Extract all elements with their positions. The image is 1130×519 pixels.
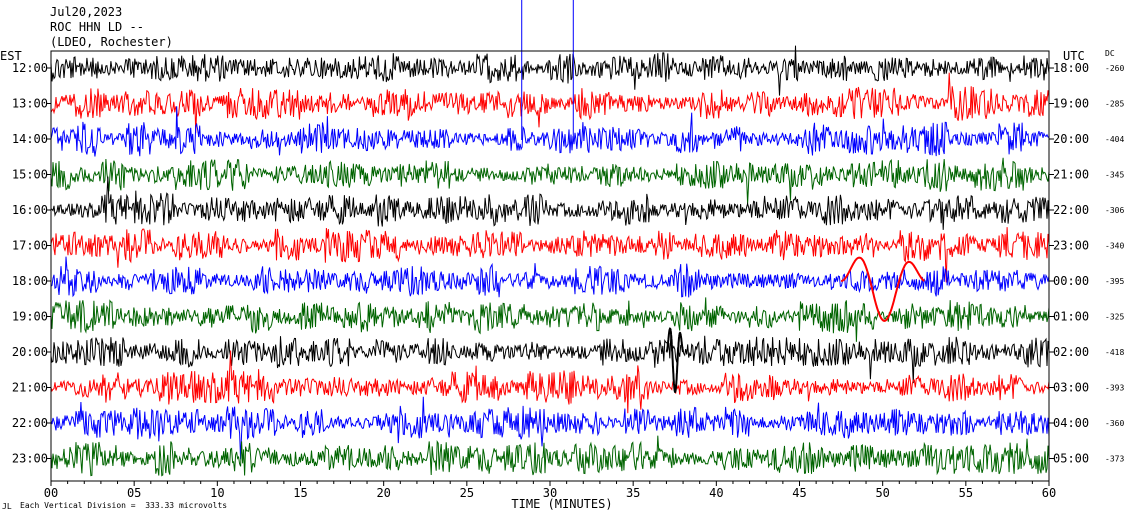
dc-offset-label: -418	[1105, 348, 1124, 357]
seismic-trace-10	[50, 396, 1050, 460]
seismic-trace-4	[50, 176, 1050, 230]
dc-axis-label: DC	[1105, 49, 1115, 58]
x-tick-label: 00	[44, 486, 58, 500]
dc-offset-label: -285	[1105, 100, 1124, 109]
utc-axis-label: UTC	[1063, 49, 1085, 63]
label-layer: 12:00 18:00 -260 13:00 19:00 -285 14:00 20:00 -4…	[0, 49, 1124, 511]
utc-tick-label: 22:00	[1053, 203, 1089, 217]
est-tick-label: 21:00	[12, 381, 48, 395]
x-axis-title: TIME (MINUTES)	[511, 497, 612, 511]
x-tick-label: 45	[792, 486, 806, 500]
utc-tick-label: 05:00	[1053, 452, 1089, 466]
est-tick-label: 14:00	[12, 132, 48, 146]
utc-tick-label: 00:00	[1053, 274, 1089, 288]
dc-offset-label: -404	[1105, 135, 1124, 144]
utc-tick-label: 02:00	[1053, 345, 1089, 359]
seismic-trace-7	[50, 297, 1050, 342]
seismic-trace-9	[50, 350, 1050, 414]
est-tick-label: 12:00	[12, 61, 48, 75]
seismic-trace-0	[50, 45, 1050, 96]
trace-layer	[50, 0, 1050, 477]
logo-mark: JL	[2, 502, 12, 511]
dc-offset-label: -373	[1105, 455, 1124, 464]
chart-station: ROC HHN LD --	[50, 20, 144, 34]
x-tick-label: 35	[626, 486, 640, 500]
x-tick-label: 55	[959, 486, 973, 500]
dc-offset-label: -393	[1105, 384, 1124, 393]
utc-tick-label: 21:00	[1053, 168, 1089, 182]
dc-offset-label: -306	[1105, 206, 1124, 215]
est-tick-label: 20:00	[12, 345, 48, 359]
x-tick-label: 25	[460, 486, 474, 500]
x-tick-label: 10	[210, 486, 224, 500]
est-tick-label: 23:00	[12, 452, 48, 466]
x-tick-label: 50	[875, 486, 889, 500]
utc-tick-label: 18:00	[1053, 61, 1089, 75]
est-tick-label: 13:00	[12, 97, 48, 111]
x-tick-label: 05	[127, 486, 141, 500]
seismic-trace-5	[50, 227, 1050, 283]
dc-offset-label: -395	[1105, 277, 1124, 286]
utc-tick-label: 04:00	[1053, 416, 1089, 430]
dc-offset-label: -325	[1105, 313, 1124, 322]
dc-offset-label: -345	[1105, 171, 1124, 180]
utc-tick-label: 20:00	[1053, 132, 1089, 146]
utc-tick-label: 19:00	[1053, 97, 1089, 111]
x-tick-label: 30	[543, 486, 557, 500]
event-trace-0	[840, 256, 925, 322]
est-tick-label: 19:00	[12, 310, 48, 324]
utc-tick-label: 23:00	[1053, 239, 1089, 253]
dc-offset-label: -340	[1105, 242, 1124, 251]
x-tick-label: 20	[376, 486, 390, 500]
est-tick-label: 15:00	[12, 168, 48, 182]
seismic-trace-11	[50, 435, 1050, 477]
x-tick-label: 15	[293, 486, 307, 500]
x-tick-label: 40	[709, 486, 723, 500]
seismic-trace-6	[50, 256, 1050, 298]
dc-offset-label: -260	[1105, 64, 1124, 73]
utc-tick-label: 01:00	[1053, 310, 1089, 324]
utc-tick-label: 03:00	[1053, 381, 1089, 395]
est-axis-label: EST	[0, 49, 22, 63]
chart-network: (LDEO, Rochester)	[50, 35, 173, 49]
scale-note: Each Vertical Division = 333.33 microvol…	[20, 501, 228, 510]
dc-offset-label: -360	[1105, 419, 1124, 428]
est-tick-label: 16:00	[12, 203, 48, 217]
axes-layer	[46, 50, 1054, 486]
seismic-trace-1	[50, 72, 1050, 134]
seismic-trace-8	[50, 335, 1050, 384]
seismic-trace-2	[50, 106, 1050, 157]
est-tick-label: 17:00	[12, 239, 48, 253]
x-tick-label: 60	[1042, 486, 1056, 500]
est-tick-label: 22:00	[12, 416, 48, 430]
event-trace-1	[665, 327, 685, 393]
est-tick-label: 18:00	[12, 274, 48, 288]
chart-date: Jul20,2023	[50, 5, 123, 19]
seismic-trace-3	[50, 157, 1050, 205]
